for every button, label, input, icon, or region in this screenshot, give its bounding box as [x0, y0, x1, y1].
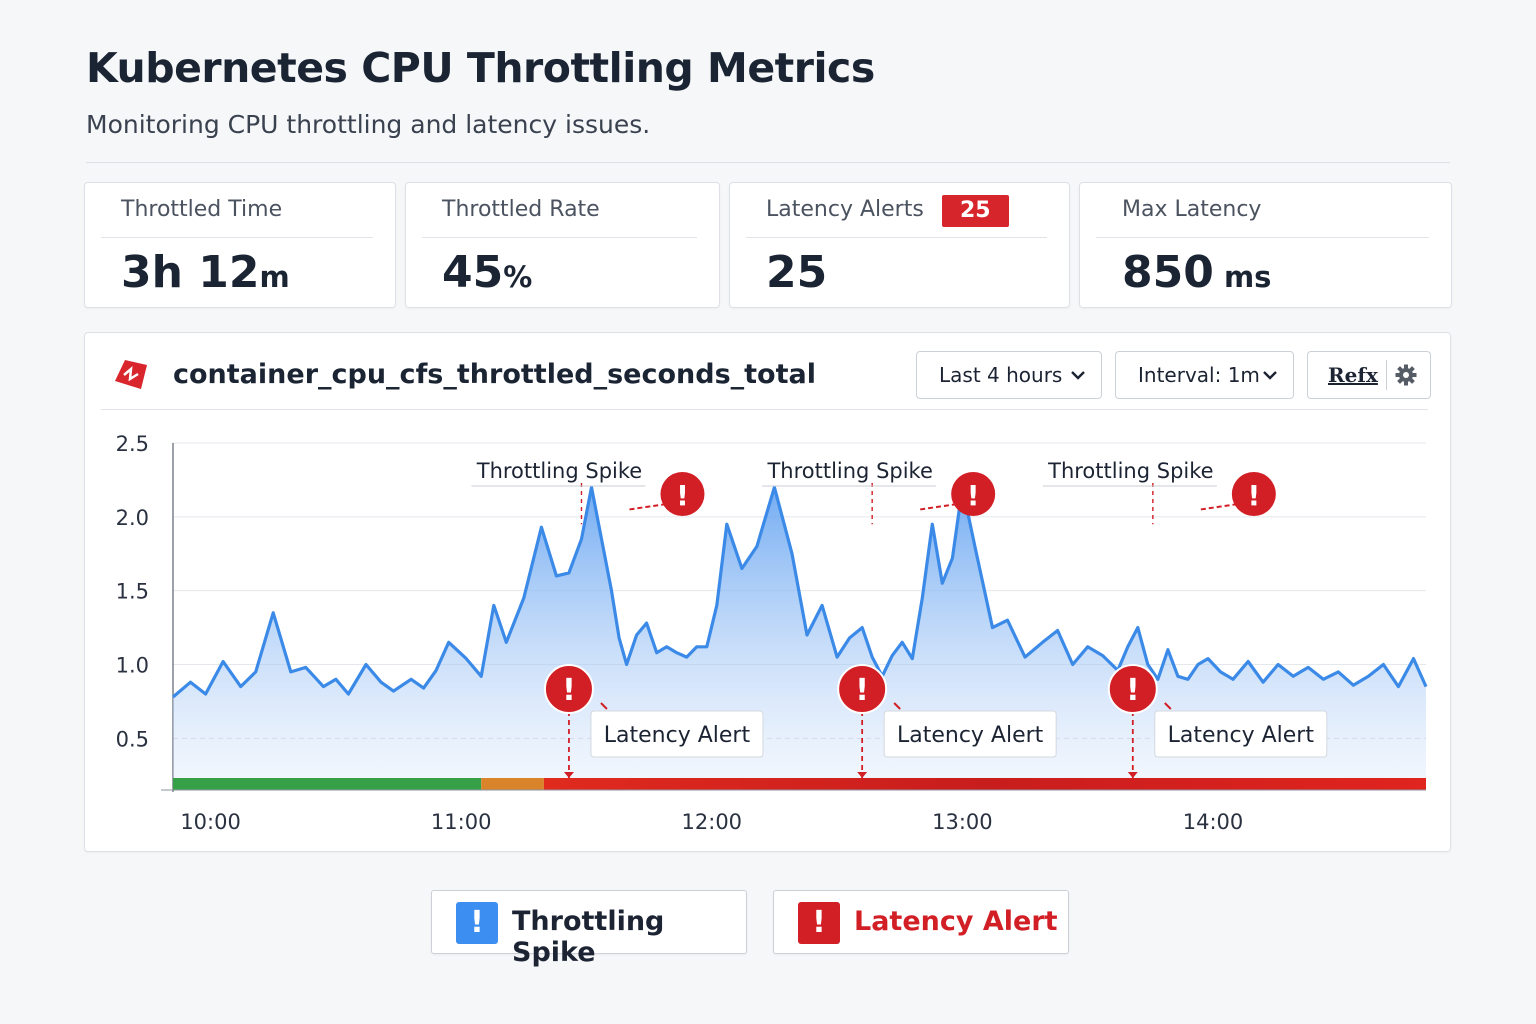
- gear-icon[interactable]: [1394, 363, 1418, 387]
- prometheus-icon: [115, 360, 147, 389]
- alert-exclamation-icon: [660, 472, 705, 516]
- alert-connector: [600, 702, 608, 710]
- throttling-spike-label: Throttling Spike: [766, 459, 932, 483]
- kpi-divider: [101, 237, 373, 238]
- x-tick-label: 13:00: [932, 810, 993, 834]
- legend-throttling-spike[interactable]: ! Throttling Spike: [431, 890, 747, 968]
- exclamation-mark: !: [855, 673, 869, 708]
- alert-marker-arrow: [563, 772, 574, 778]
- throttling-chart: 2.5 2.0 1.5 1.0 0.5 10:00 11:00 12:00 13:00 14:00…: [116, 432, 1428, 834]
- interval-dropdown[interactable]: Interval: 1m: [1115, 351, 1294, 399]
- kpi-label: Latency Alerts: [766, 197, 924, 222]
- alert-marker-arrow: [1127, 772, 1138, 778]
- status-segment-critical: [543, 778, 1426, 790]
- kpi-divider: [1096, 237, 1429, 238]
- chart-panel: container_cpu_cfs_throttled_seconds_tota…: [84, 332, 1451, 852]
- refresh-settings-group: Refx: [1307, 351, 1431, 399]
- alert-exclamation-icon: [1107, 664, 1158, 714]
- y-tick-label: 2.5: [116, 432, 149, 456]
- control-divider: [1386, 360, 1387, 390]
- y-tick-label: 1.5: [116, 580, 149, 604]
- x-tick-label: 14:00: [1183, 810, 1244, 834]
- page-subtitle: Monitoring CPU throttling and latency is…: [86, 110, 651, 139]
- alert-exclamation-icon: [951, 472, 996, 516]
- x-tick-label: 12:00: [682, 810, 743, 834]
- alert-count-badge: 25: [942, 195, 1009, 227]
- alert-connector: [1164, 702, 1172, 710]
- kpi-value: 25: [766, 247, 827, 298]
- kpi-value: 45%: [442, 247, 532, 298]
- kpi-label: Throttled Rate: [442, 197, 600, 222]
- kpi-unit: m: [259, 260, 290, 294]
- chevron-down-icon: [1263, 371, 1277, 380]
- interval-label: Interval: 1m: [1138, 363, 1260, 387]
- latency-alert-icon: !: [798, 902, 840, 944]
- legend-latency-alert[interactable]: ! Latency Alert: [773, 890, 1069, 954]
- x-tick-label: 11:00: [431, 810, 492, 834]
- kpi-card-throttled-time[interactable]: Throttled Time 3h 12m: [84, 182, 396, 308]
- legend-label: Throttling Spike: [512, 906, 665, 968]
- alert-connector: [893, 702, 901, 710]
- kpi-number: 25: [766, 247, 828, 298]
- latency-alert-tooltip: [1154, 710, 1328, 758]
- latency-alert-tooltip: [883, 710, 1057, 758]
- kpi-card-max-latency[interactable]: Max Latency 850 ms: [1079, 182, 1452, 308]
- chevron-down-icon: [1071, 371, 1085, 380]
- alert-exclamation-icon: [1231, 472, 1276, 516]
- kpi-label: Throttled Time: [121, 197, 283, 222]
- kpi-card-throttled-rate[interactable]: Throttled Rate 45%: [405, 182, 720, 308]
- kpi-unit: %: [503, 260, 533, 294]
- latency-alert-label: Latency Alert: [604, 723, 751, 748]
- y-tick-label: 2.0: [116, 506, 149, 530]
- y-tick-label: 1.0: [116, 653, 149, 677]
- legend-label: Latency Alert: [854, 906, 1058, 937]
- latency-alert-tooltip: [590, 710, 764, 758]
- kpi-card-latency-alerts[interactable]: Latency Alerts 25 25: [729, 182, 1070, 308]
- exclamation-mark: !: [967, 479, 980, 512]
- exclamation-mark: !: [1126, 673, 1140, 708]
- alert-exclamation-icon: [543, 664, 594, 714]
- kpi-unit: ms: [1213, 260, 1272, 294]
- kpi-value: 3h 12m: [121, 247, 290, 298]
- time-range-label: Last 4 hours: [939, 363, 1063, 387]
- status-segment-warning: [481, 778, 544, 790]
- exclamation-mark: !: [562, 673, 576, 708]
- kpi-label: Max Latency: [1122, 197, 1262, 222]
- header-divider: [86, 162, 1450, 163]
- x-tick-label: 10:00: [180, 810, 241, 834]
- alert-marker-arrow: [857, 772, 868, 778]
- page-title: Kubernetes CPU Throttling Metrics: [86, 44, 875, 92]
- throttling-spike-icon: !: [456, 902, 498, 944]
- series-area: [173, 487, 1426, 790]
- status-segment-healthy: [173, 778, 482, 790]
- kpi-number: 3h 12: [121, 247, 260, 298]
- y-tick-label: 0.5: [116, 727, 149, 751]
- exclamation-mark: !: [1247, 479, 1260, 512]
- series-line: [171, 485, 1428, 699]
- refresh-button[interactable]: Refx: [1328, 363, 1378, 387]
- panel-divider: [101, 409, 1428, 410]
- kpi-number: 850: [1122, 247, 1214, 298]
- alert-exclamation-icon: [837, 664, 888, 714]
- time-range-dropdown[interactable]: Last 4 hours: [916, 351, 1102, 399]
- exclamation-mark: !: [676, 479, 689, 512]
- metric-name: container_cpu_cfs_throttled_seconds_tota…: [173, 359, 816, 390]
- kpi-value: 850 ms: [1122, 247, 1271, 298]
- latency-alert-label: Latency Alert: [1168, 723, 1315, 748]
- kpi-number: 45: [442, 247, 504, 298]
- throttling-spike-label: Throttling Spike: [476, 459, 642, 483]
- throttling-spike-label: Throttling Spike: [1047, 459, 1213, 483]
- latency-alert-label: Latency Alert: [897, 723, 1044, 748]
- kpi-divider: [746, 237, 1047, 238]
- kpi-divider: [422, 237, 697, 238]
